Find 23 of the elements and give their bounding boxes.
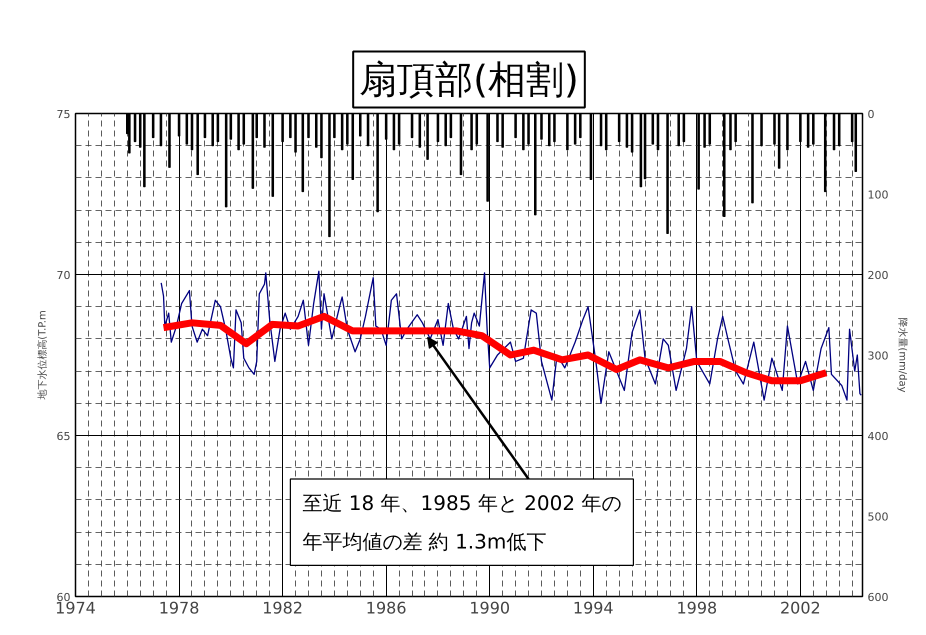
y-tick-label: 70 [56,269,71,282]
y2-axis-title: 降水量(mm/day [896,317,908,393]
annotation: 年平均値の差 約 1.3m低下 [302,529,546,554]
y-tick-label: 65 [56,430,71,443]
x-tick-label: 1994 [572,598,614,618]
x-tick-label: 1978 [158,598,200,618]
x-tick-label: 1998 [676,598,718,618]
y2-tick-label: 500 [868,510,888,524]
annotation: 至近 18 年、1985 年と 2002 年の [302,490,622,515]
y2-tick-label: 400 [868,430,888,443]
y-axis-title: 地下水位標高(T.P.m [36,310,49,401]
y2-tick-label: 0 [868,108,874,121]
x-tick-label: 1990 [469,598,510,618]
x-tick-label: 1982 [262,598,303,618]
y-tick-label: 75 [56,108,71,121]
y2-tick-label: 100 [868,188,888,202]
x-tick-label: 2002 [780,598,821,618]
x-tick-label: 1986 [366,598,407,618]
y2-tick-label: 200 [868,269,888,282]
chart-title: 扇頂部(相割) [359,58,579,102]
y2-tick-label: 600 [868,591,888,604]
line-series [160,270,862,404]
y2-tick-label: 300 [868,350,888,362]
